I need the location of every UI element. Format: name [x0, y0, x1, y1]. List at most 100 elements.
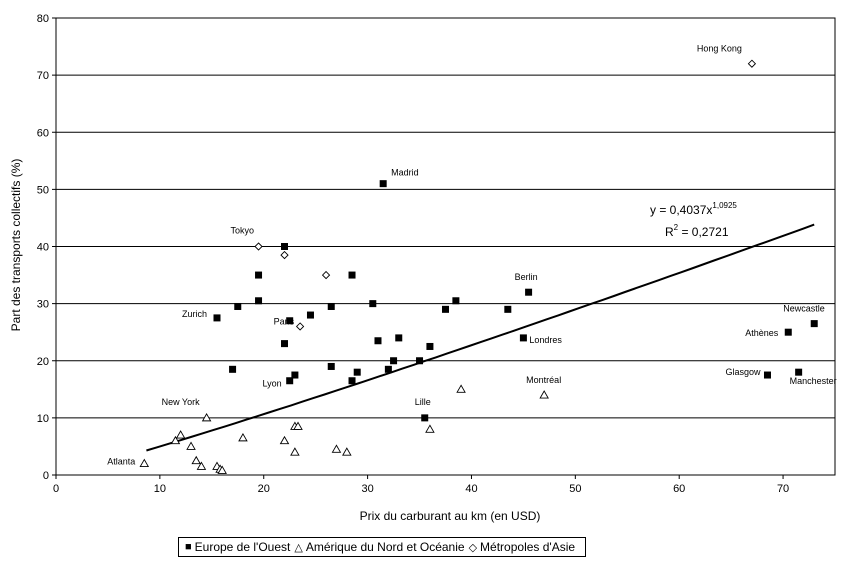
- point-north-america-oceania: [217, 465, 227, 474]
- point-label: Zurich: [182, 309, 207, 319]
- point-asian-metropolis: [295, 322, 305, 331]
- legend-item: ◇ Métropoles d'Asie: [469, 540, 575, 554]
- point-north-america-oceania: [191, 455, 201, 465]
- square-marker-icon: ■: [185, 541, 192, 553]
- point-label: Athènes: [745, 328, 779, 338]
- point-north-america-oceania: [342, 447, 352, 456]
- point-north-america-oceania: [290, 447, 300, 456]
- legend-label: Métropoles d'Asie: [480, 540, 576, 554]
- point-label: Lyon: [263, 379, 282, 389]
- point-western-europe: [255, 271, 263, 279]
- x-tick-label: 10: [154, 483, 166, 495]
- y-tick-label: 60: [37, 127, 49, 139]
- point-western-europe: [229, 365, 237, 373]
- point-label: Glasgow: [725, 367, 761, 377]
- point-label: Hong Kong: [697, 44, 742, 54]
- point-western-europe: [286, 377, 294, 385]
- equation-main: y = 0,4037x: [650, 203, 712, 217]
- point-label: Berlin: [515, 272, 538, 282]
- point-north-america-oceania: [293, 421, 303, 430]
- legend: ■ Europe de l'Ouest △ Amérique du Nord et O…: [178, 537, 587, 557]
- x-tick-label: 0: [53, 483, 59, 495]
- point-western-europe: [784, 328, 792, 336]
- point-western-europe: [452, 297, 460, 305]
- point-north-america-oceania: [238, 432, 248, 442]
- y-tick-label: 40: [37, 242, 49, 254]
- point-label: Newcastle: [783, 304, 825, 314]
- point-north-america-oceania: [279, 435, 290, 445]
- point-western-europe: [327, 362, 335, 370]
- point-north-america-oceania: [139, 458, 150, 468]
- point-north-america-oceania: [170, 435, 181, 445]
- point-western-europe: [379, 180, 387, 188]
- x-tick-label: 20: [258, 483, 270, 495]
- point-north-america-oceania: [196, 461, 207, 470]
- legend-label: Amérique du Nord et Océanie: [305, 540, 465, 554]
- triangle-marker-icon: △: [294, 541, 303, 554]
- point-western-europe: [416, 357, 424, 365]
- legend-label: Europe de l'Ouest: [194, 540, 291, 554]
- point-western-europe: [353, 368, 361, 376]
- point-north-america-oceania: [539, 390, 549, 399]
- legend-item: △ Amérique du Nord et Océanie: [294, 540, 464, 554]
- point-western-europe: [348, 377, 356, 385]
- point-western-europe: [525, 288, 533, 296]
- point-western-europe: [286, 317, 294, 325]
- point-western-europe: [281, 340, 289, 348]
- point-asian-metropolis: [747, 59, 757, 68]
- point-label: Madrid: [391, 168, 419, 178]
- x-tick-label: 50: [569, 483, 581, 495]
- point-western-europe: [384, 365, 392, 373]
- point-north-america-oceania: [331, 444, 342, 453]
- point-western-europe: [374, 337, 382, 345]
- r2-exponent: 2: [674, 223, 679, 232]
- point-western-europe: [426, 342, 434, 350]
- point-asian-metropolis: [280, 250, 289, 260]
- point-western-europe: [504, 305, 512, 313]
- y-tick-label: 50: [37, 184, 49, 196]
- y-tick-label: 0: [43, 470, 49, 482]
- x-axis-title: Prix du carburant au km (en USD): [360, 509, 541, 523]
- point-western-europe: [291, 371, 299, 379]
- point-western-europe: [421, 414, 429, 422]
- trendline-r2: R2 = 0,2721: [665, 223, 729, 239]
- point-western-europe: [519, 334, 527, 342]
- scatter-chart: 0 10 20 30 40 50 60 70 80 0 10 20 30 40 50 60 70 Madrid…: [9, 13, 837, 523]
- gridlines: [56, 74, 835, 419]
- data-points: [139, 59, 818, 474]
- point-western-europe: [395, 334, 403, 342]
- x-tick-label: 70: [777, 483, 789, 495]
- point-western-europe: [442, 305, 449, 313]
- point-label: Paris: [274, 316, 295, 326]
- point-western-europe: [369, 300, 377, 308]
- x-tick-label: 30: [361, 483, 373, 495]
- x-tick-label: 60: [673, 483, 685, 495]
- x-axis-ticks: 0 10 20 30 40 50 60 70: [53, 475, 789, 495]
- point-north-america-oceania: [456, 384, 466, 393]
- point-western-europe: [213, 314, 221, 322]
- r2-value: = 0,2721: [678, 225, 729, 239]
- point-western-europe: [281, 243, 289, 250]
- point-north-america-oceania: [201, 412, 212, 422]
- point-western-europe: [327, 302, 335, 310]
- y-tick-label: 10: [37, 413, 49, 425]
- point-western-europe: [763, 371, 771, 379]
- point-western-europe: [255, 297, 263, 305]
- point-western-europe: [306, 311, 314, 319]
- trendline: [146, 223, 815, 452]
- point-western-europe: [795, 368, 803, 376]
- trendline-equation: y = 0,4037x1,0925: [650, 201, 737, 217]
- point-north-america-oceania: [425, 424, 435, 433]
- y-axis-ticks: 0 10 20 30 40 50 60 70 80: [37, 13, 56, 482]
- point-western-europe: [810, 320, 818, 328]
- y-tick-label: 30: [37, 299, 49, 311]
- point-label: Manchester: [790, 376, 837, 386]
- point-label: Londres: [529, 335, 562, 345]
- point-label: Montréal: [526, 375, 561, 385]
- y-tick-label: 80: [37, 13, 49, 25]
- x-tick-label: 40: [465, 483, 477, 495]
- point-north-america-oceania: [186, 441, 196, 450]
- point-label: Lille: [415, 397, 431, 407]
- point-north-america-oceania: [175, 430, 186, 439]
- point-western-europe: [390, 357, 398, 365]
